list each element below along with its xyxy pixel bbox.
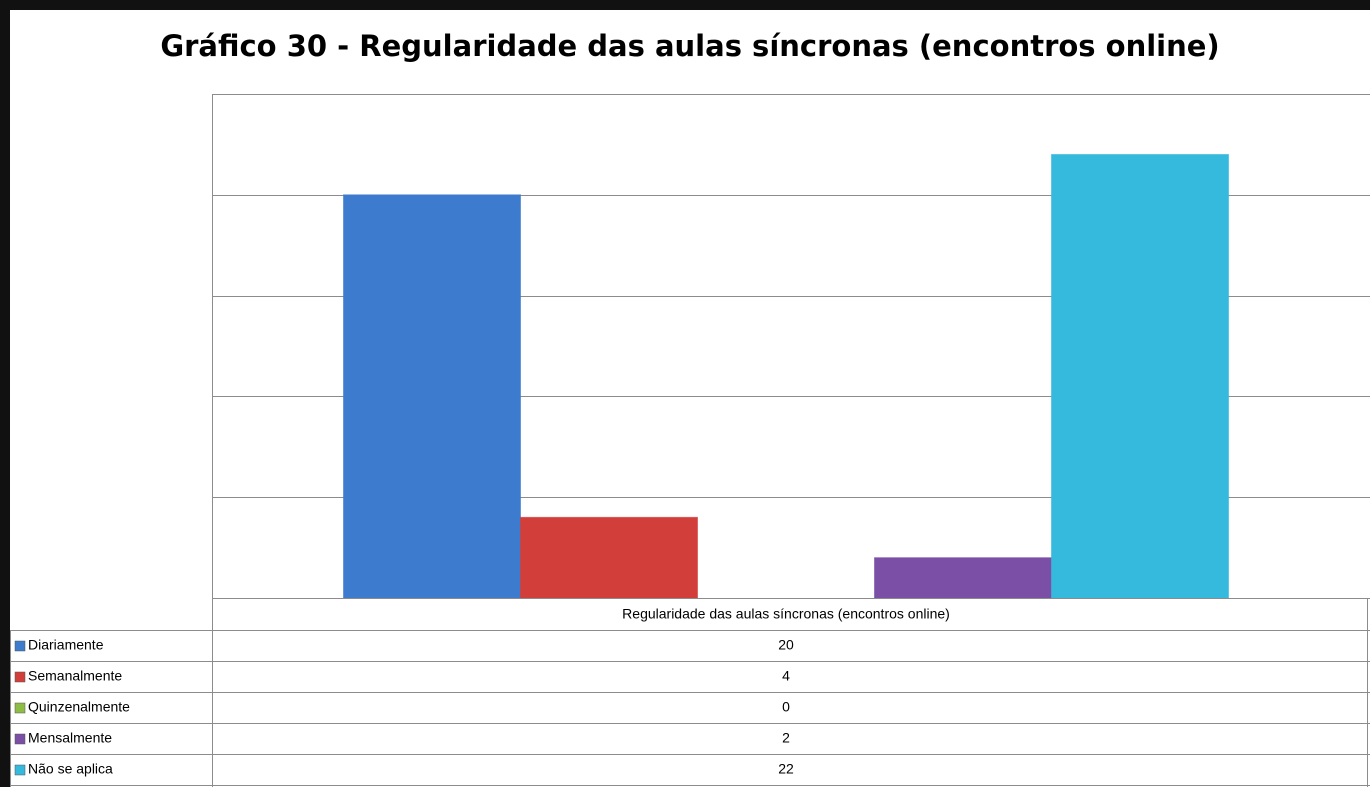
bar	[343, 194, 521, 599]
bar	[874, 557, 1052, 599]
legend-key	[14, 640, 26, 652]
bar	[520, 516, 698, 599]
frame-top	[0, 0, 1370, 10]
legend-key	[14, 671, 26, 683]
frame-left	[0, 0, 10, 787]
legend-key	[14, 733, 26, 745]
chart-title: Gráfico 30 - Regularidade das aulas sínc…	[160, 29, 1219, 63]
legend-key	[14, 702, 26, 714]
legend-key	[14, 764, 26, 776]
table-header: Regularidade das aulas síncronas (encont…	[622, 606, 950, 622]
bar	[1051, 153, 1229, 599]
legend-label: Mensalmente	[28, 730, 112, 746]
table-value: 20	[778, 637, 794, 653]
table-value: 0	[782, 699, 790, 715]
table-value: 4	[782, 668, 790, 684]
legend-label: Semanalmente	[28, 668, 122, 684]
legend-label: Quinzenalmente	[28, 699, 130, 715]
legend-label: Não se aplica	[28, 761, 113, 777]
table-value: 2	[782, 730, 790, 746]
legend-label: Diariamente	[28, 637, 104, 653]
table-value: 22	[778, 761, 794, 777]
